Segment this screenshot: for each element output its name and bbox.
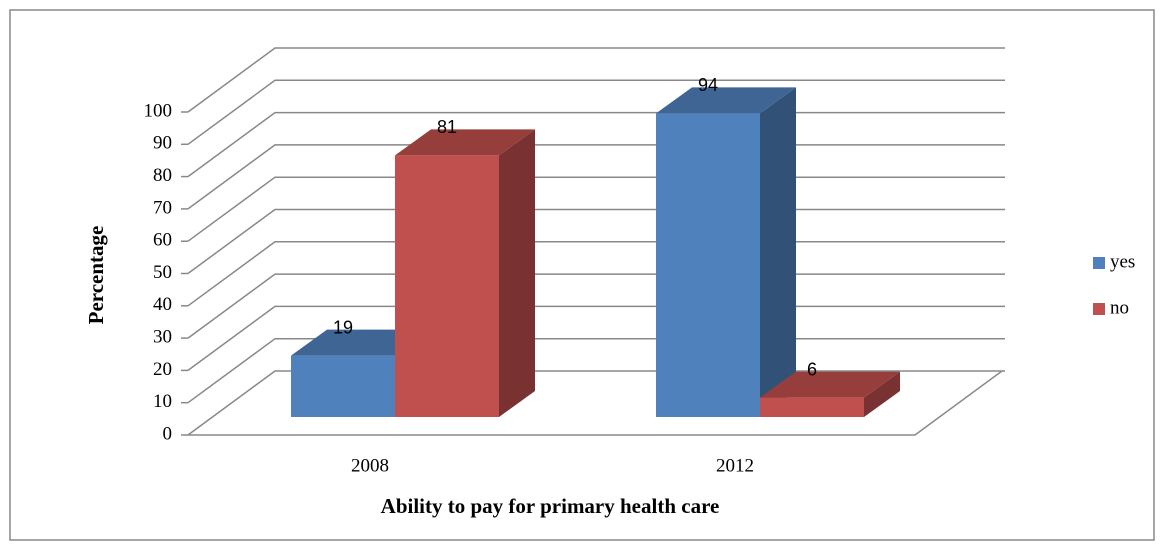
y-tick-label: 50 <box>153 262 172 283</box>
y-tick-label: 80 <box>153 165 172 186</box>
bar-top <box>395 129 535 156</box>
bar-front <box>656 113 760 417</box>
legend-swatch <box>1093 303 1105 315</box>
y-tick-label: 30 <box>153 326 172 347</box>
legend-swatch <box>1093 257 1105 269</box>
y-axis-title: Percentage <box>84 226 108 325</box>
y-tick-label: 0 <box>163 423 173 444</box>
y-tick-label: 10 <box>153 391 172 412</box>
x-axis-title: Ability to pay for primary health care <box>381 494 720 518</box>
bar-top <box>760 371 900 398</box>
bar <box>656 87 796 417</box>
chart-border <box>9 9 1155 541</box>
y-tick-label: 20 <box>153 359 172 380</box>
bar-side <box>499 129 535 417</box>
x-tick-label: 2012 <box>716 455 754 476</box>
data-label: 94 <box>698 75 718 95</box>
bar-side <box>864 371 900 417</box>
y-tick-label: 70 <box>153 197 172 218</box>
legend-label: yes <box>1110 251 1135 272</box>
data-label: 19 <box>333 317 353 337</box>
data-label: 6 <box>807 359 817 379</box>
bar-top <box>656 87 796 114</box>
x-tick-label: 2008 <box>351 455 389 476</box>
bar-front <box>291 355 395 417</box>
y-tick-label: 100 <box>144 100 173 121</box>
bar-front <box>760 397 864 417</box>
grid-line <box>187 79 1005 145</box>
y-tick-label: 60 <box>153 230 172 251</box>
bar <box>395 129 535 417</box>
bar-side <box>760 87 796 417</box>
y-tick-label: 40 <box>153 294 172 315</box>
data-label: 81 <box>437 117 457 137</box>
y-tick-label: 90 <box>153 133 172 154</box>
bar <box>760 371 900 417</box>
bar-front <box>395 155 499 417</box>
floor <box>188 370 1003 436</box>
grid-line <box>187 47 1005 113</box>
legend-label: no <box>1110 297 1129 318</box>
